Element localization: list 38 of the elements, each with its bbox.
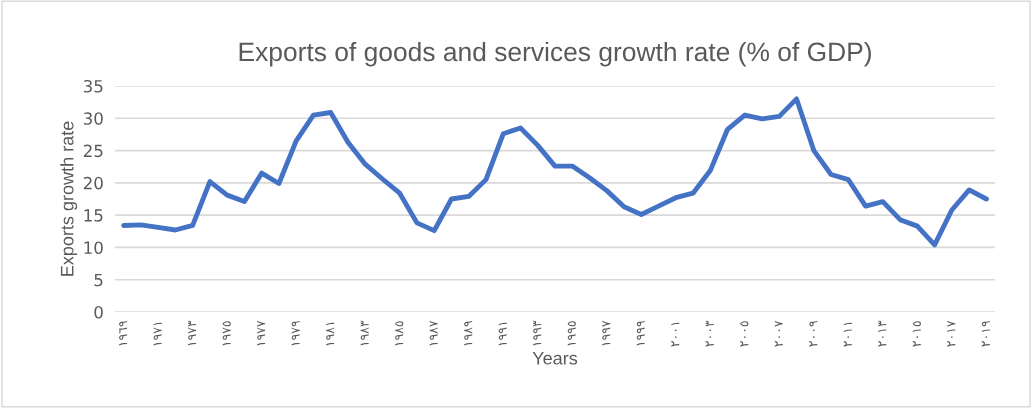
x-tick-label: ٢٠٠٥ [740, 321, 749, 347]
line-series [121, 96, 989, 248]
x-tick-label: ٢٠١٥ [912, 321, 921, 347]
y-tick-label: 15 [84, 209, 103, 222]
y-tick-label: 0 [94, 305, 103, 319]
x-tick-label: ١٩٨٩ [464, 320, 473, 346]
chart-title: Exports of goods and services growth rate (% of GDP) [239, 41, 871, 67]
y-axis-title: Exports growth rate [60, 121, 78, 276]
x-tick-label: ٢٠٠٣ [705, 320, 714, 347]
x-tick-label: ٢٠١١ [843, 322, 852, 347]
y-tick-label: 5 [94, 273, 103, 287]
x-tick-label: ١٩٧٣ [188, 320, 197, 346]
x-tick-label: ١٩٨١ [326, 322, 335, 346]
x-tick-label: ١٩٧٥ [222, 321, 231, 346]
x-tick-label: ٢٠١٣ [878, 320, 887, 347]
x-tick-label: ١٩٩٧ [602, 320, 611, 346]
x-tick-label: ١٩٧٩ [291, 320, 300, 346]
x-tick-label: ١٩٨٧ [429, 320, 438, 346]
x-tick-label: ١٩٩١ [498, 322, 507, 346]
x-tick-label: ١٩٧١ [153, 322, 162, 346]
x-tick-label: ١٩٨٣ [360, 320, 369, 346]
x-tick-label: ١٩٩٥ [567, 321, 576, 346]
y-tick-label: 20 [83, 176, 103, 190]
x-tick-label: ١٩٦٩ [119, 320, 128, 346]
x-tick-label: ٢٠٠٩ [809, 320, 818, 347]
x-tick-label: ١٩٩٣ [533, 320, 542, 346]
x-axis-title: Years [532, 352, 578, 365]
x-tick-label: ٢٠٠٧ [774, 320, 783, 347]
y-tick-label: 30 [83, 112, 103, 125]
x-tick-label: ٢٠١٧ [947, 320, 956, 347]
y-tick-label: 25 [83, 144, 103, 158]
x-tick-label: ١٩٩٩ [636, 320, 645, 346]
y-tick-label: 10 [84, 241, 103, 254]
x-tick-label: ١٩٧٧ [257, 320, 266, 346]
y-tick-label: 35 [83, 79, 103, 93]
x-tick-label: ٢٠٠١ [671, 322, 680, 347]
x-tick-label: ٢٠١٩ [981, 320, 990, 347]
x-tick-label: ١٩٨٥ [395, 321, 404, 346]
